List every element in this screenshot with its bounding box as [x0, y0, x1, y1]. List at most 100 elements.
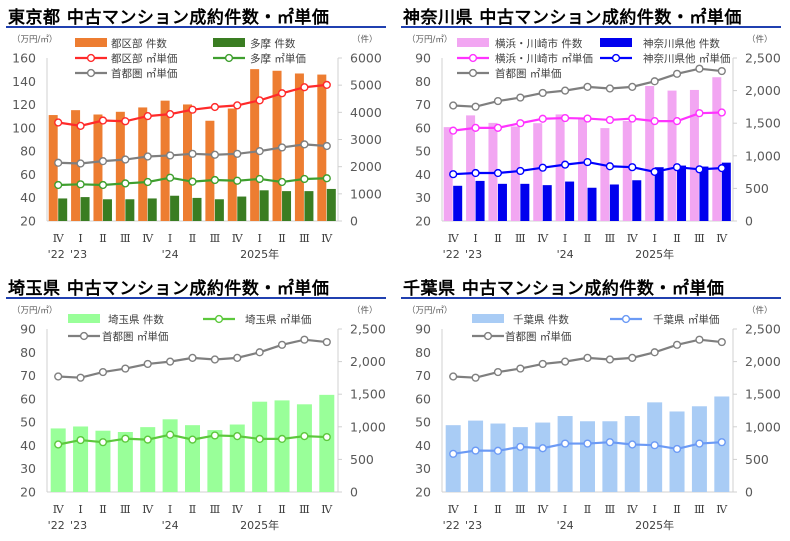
- data-point-2-4: [143, 111, 152, 121]
- left-tick-label: 20: [20, 485, 36, 500]
- data-point-2-3: [121, 364, 130, 373]
- title-underline: [401, 297, 781, 299]
- category-label: Ⅲ: [694, 503, 705, 516]
- data-point-4-6: [188, 149, 197, 158]
- legend-label: 都区部 ㎡単価: [111, 52, 177, 65]
- bar-0-8: [227, 108, 237, 221]
- year-label: '24: [162, 519, 179, 532]
- data-point-2-10: [277, 89, 287, 98]
- category-label: Ⅱ: [494, 503, 501, 516]
- year-label: '22: [48, 248, 65, 261]
- data-point-3-2: [98, 180, 108, 190]
- data-point-1-1: [76, 435, 85, 445]
- left-tick-label: 70: [20, 368, 36, 383]
- bar-1-3: [520, 183, 530, 221]
- data-point-4-12: [322, 141, 331, 151]
- bar-0-6: [185, 425, 200, 492]
- data-point-4-4: [538, 88, 547, 98]
- right-tick-label: 1,500: [745, 116, 781, 131]
- right-tick-label: 2000: [350, 159, 382, 174]
- bar-0-1: [468, 420, 484, 492]
- bar-0-11: [294, 73, 304, 221]
- category-label: Ⅲ: [605, 232, 616, 245]
- data-point-2-2: [493, 123, 503, 132]
- left-tick-label: 60: [20, 167, 36, 182]
- legend-label: 首都圏 ㎡単価: [102, 330, 168, 343]
- bar-0-7: [205, 120, 215, 221]
- right-axis-unit: （件）: [352, 34, 378, 45]
- data-point-2-1: [76, 121, 85, 130]
- legend-marker: [621, 314, 631, 324]
- left-tick-label: 80: [20, 345, 36, 360]
- data-point-2-7: [605, 355, 614, 364]
- legend-label: 千葉県 ㎡単価: [653, 313, 719, 326]
- left-tick-label: 90: [415, 51, 431, 66]
- right-tick-label: 0: [350, 485, 358, 500]
- data-point-1-6: [583, 439, 592, 448]
- data-point-4-5: [166, 151, 175, 160]
- category-label: Ⅳ: [716, 503, 728, 516]
- category-label: Ⅱ: [673, 232, 680, 245]
- legend-swatch-bar: [600, 38, 632, 47]
- data-point-3-12: [322, 174, 331, 183]
- category-label: Ⅲ: [605, 503, 616, 516]
- data-point-2-8: [628, 114, 637, 123]
- right-tick-label: 1,000: [350, 419, 386, 434]
- data-point-3-11: [695, 165, 704, 174]
- data-point-1-0: [54, 440, 63, 449]
- data-point-1-9: [255, 434, 264, 444]
- data-point-4-3: [516, 93, 525, 102]
- data-point-3-7: [605, 162, 614, 171]
- data-point-3-0: [54, 180, 63, 190]
- data-point-2-12: [322, 80, 331, 89]
- data-point-1-6: [188, 435, 197, 444]
- data-point-2-11: [695, 335, 704, 344]
- data-point-1-7: [210, 431, 219, 440]
- category-label: Ⅳ: [232, 232, 244, 245]
- data-point-2-8: [628, 353, 637, 362]
- category-label: Ⅲ: [299, 503, 310, 516]
- data-point-2-6: [583, 353, 592, 362]
- data-point-3-4: [143, 177, 152, 187]
- data-point-4-11: [300, 140, 309, 149]
- right-axis-unit: （件）: [747, 305, 773, 316]
- category-label: Ⅰ: [78, 232, 82, 245]
- data-point-2-10: [672, 117, 682, 126]
- category-label: Ⅱ: [99, 503, 106, 516]
- right-tick-label: 500: [745, 181, 769, 196]
- category-label: Ⅳ: [716, 232, 728, 245]
- bar-0-11: [691, 406, 707, 492]
- right-tick-label: 500: [745, 452, 769, 467]
- left-tick-label: 140: [12, 74, 36, 89]
- left-tick-label: 30: [20, 461, 36, 476]
- category-label: Ⅳ: [53, 503, 65, 516]
- category-label: Ⅲ: [120, 503, 131, 516]
- chart-title: 東京都 中古マンション成約件数・㎡単価: [8, 8, 330, 28]
- kanagawa-chart-panel: （万円/㎡） （件） 20 30 40 50 60 70 80 90 0 500 1,000 1,500 2…: [395, 0, 790, 270]
- data-point-2-2: [98, 367, 108, 377]
- bar-1-9: [259, 190, 269, 221]
- data-point-1-7: [605, 438, 614, 447]
- left-tick-label: 50: [415, 144, 431, 159]
- data-point-2-0: [54, 372, 63, 381]
- category-label: Ⅲ: [120, 232, 131, 245]
- bar-1-5: [170, 195, 180, 221]
- data-point-2-11: [695, 109, 704, 118]
- category-label: Ⅳ: [142, 232, 154, 245]
- data-point-1-8: [628, 440, 637, 449]
- data-point-1-1: [471, 446, 480, 455]
- year-label: 2025年: [240, 518, 279, 532]
- data-point-3-3: [121, 179, 130, 188]
- right-tick-label: 6000: [350, 51, 382, 66]
- kanagawa-chart: （万円/㎡） （件） 20 30 40 50 60 70 80 90 0 500 1,000 1,500 2…: [407, 34, 781, 261]
- data-point-3-6: [188, 177, 197, 186]
- legend-label: 多摩 ㎡単価: [250, 52, 306, 65]
- bar-0-1: [73, 426, 89, 492]
- data-point-2-9: [255, 96, 264, 105]
- data-point-1-2: [98, 438, 108, 447]
- bar-0-7: [207, 430, 223, 492]
- bar-0-12: [712, 77, 722, 221]
- chart-title: 神奈川県 中古マンション成約件数・㎡単価: [403, 8, 742, 28]
- data-point-4-1: [471, 102, 480, 111]
- category-label: Ⅱ: [584, 503, 591, 516]
